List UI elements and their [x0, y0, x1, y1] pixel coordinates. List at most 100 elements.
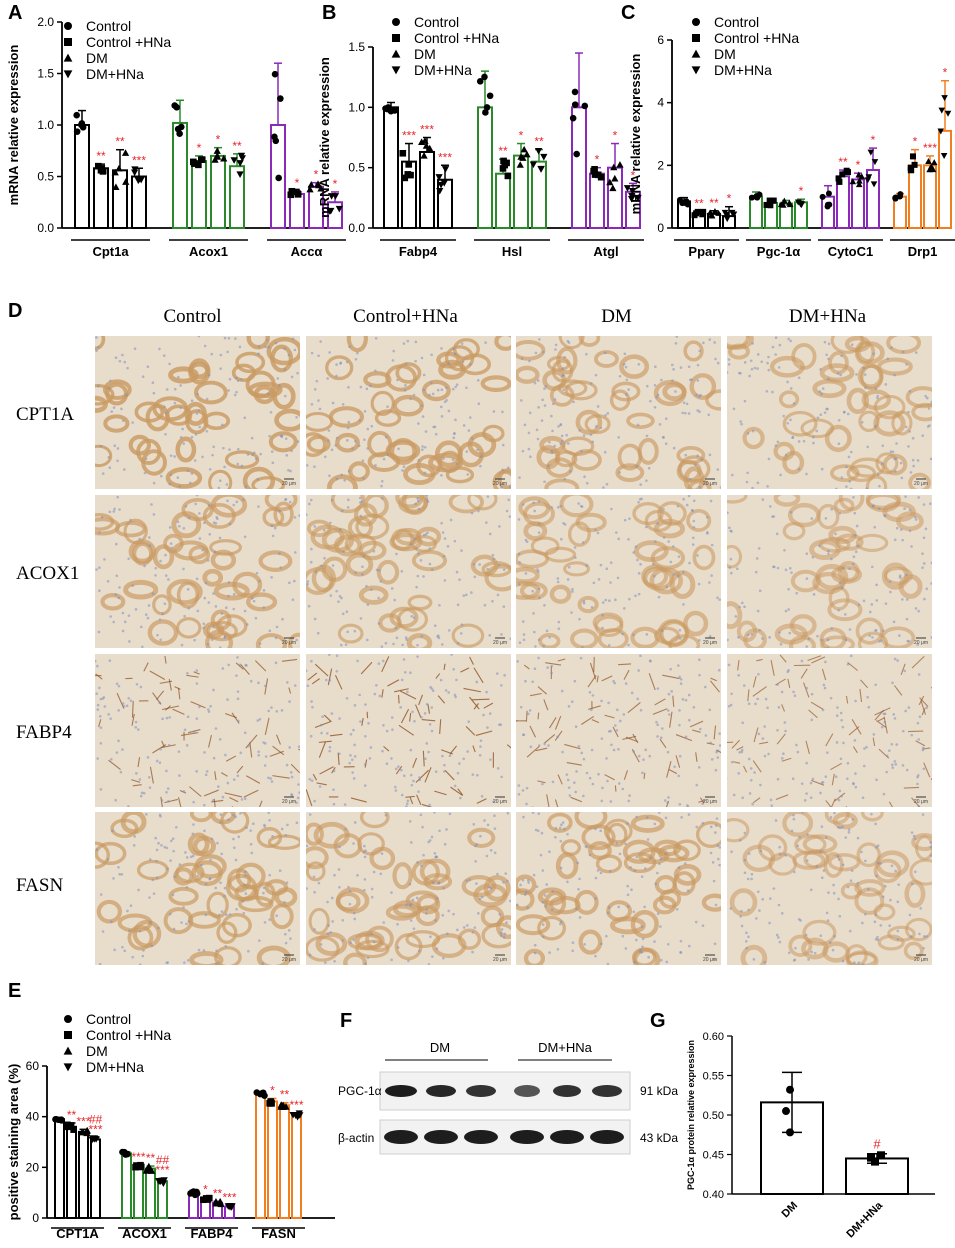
nucleus	[857, 961, 861, 964]
nucleus	[852, 495, 855, 499]
tubule	[96, 899, 123, 924]
nucleus	[929, 845, 932, 849]
nucleus	[895, 526, 899, 530]
nucleus	[608, 599, 611, 603]
tubule	[584, 414, 611, 435]
nucleus	[718, 846, 721, 849]
nucleus	[442, 457, 445, 460]
stain-strand	[269, 750, 284, 757]
nucleus	[659, 958, 663, 962]
nucleus	[270, 576, 273, 579]
tubule	[549, 584, 572, 604]
nucleus	[518, 476, 521, 479]
nucleus	[824, 517, 828, 520]
tubule	[213, 581, 250, 601]
nucleus	[893, 760, 897, 763]
nucleus	[95, 848, 99, 851]
stain-strand	[800, 668, 808, 679]
nucleus	[203, 344, 207, 348]
nucleus	[594, 373, 598, 377]
nucleus	[881, 444, 885, 448]
nucleus	[380, 479, 384, 483]
nucleus	[99, 788, 103, 791]
stain-strand	[131, 700, 134, 718]
nucleus	[169, 912, 172, 916]
nucleus	[228, 522, 232, 526]
nucleus	[246, 453, 250, 456]
nucleus	[203, 829, 206, 833]
nucleus	[454, 385, 458, 389]
nucleus	[249, 829, 252, 832]
nucleus	[789, 418, 792, 422]
nucleus	[525, 540, 529, 544]
nucleus	[554, 348, 557, 351]
nucleus	[714, 768, 718, 772]
nucleus	[452, 347, 455, 351]
stain-strand	[311, 678, 320, 685]
tubule	[516, 581, 541, 600]
nucleus	[351, 447, 354, 450]
nucleus	[436, 388, 440, 392]
significance-mark: ***	[923, 141, 937, 155]
nucleus	[892, 620, 896, 624]
nucleus	[710, 574, 713, 577]
nucleus	[502, 936, 506, 939]
nucleus	[403, 389, 407, 392]
nucleus	[649, 659, 652, 663]
nucleus	[421, 415, 425, 418]
nucleus	[202, 626, 205, 630]
nucleus	[322, 529, 326, 532]
nucleus	[776, 777, 780, 781]
gene-label: Accα	[291, 244, 323, 259]
stain-strand	[472, 745, 476, 753]
significance-mark: #	[873, 1137, 881, 1152]
nucleus	[717, 668, 721, 672]
nucleus	[288, 500, 292, 504]
bar	[908, 164, 922, 229]
nucleus	[561, 750, 564, 754]
nucleus	[446, 932, 449, 936]
nucleus	[924, 527, 928, 531]
nucleus	[877, 507, 881, 510]
nucleus	[627, 538, 630, 541]
nucleus	[204, 581, 208, 585]
nucleus	[402, 774, 406, 778]
data-point	[909, 153, 916, 160]
nucleus	[308, 777, 312, 781]
nucleus	[796, 844, 799, 848]
bar	[267, 1100, 278, 1220]
nucleus	[635, 464, 639, 468]
nucleus	[718, 598, 721, 601]
nucleus	[626, 905, 630, 909]
nucleus	[671, 379, 674, 382]
nucleus	[640, 497, 643, 501]
nucleus	[561, 821, 565, 824]
data-point	[122, 178, 130, 185]
nucleus	[797, 918, 801, 921]
nucleus	[795, 591, 799, 595]
tubule	[492, 469, 511, 489]
nucleus	[910, 545, 913, 548]
nucleus	[876, 938, 880, 942]
nucleus	[187, 920, 191, 923]
nucleus	[498, 723, 501, 726]
stain-strand	[554, 715, 562, 730]
data-point	[770, 197, 777, 204]
nucleus	[99, 741, 103, 745]
nucleus	[910, 882, 914, 886]
nucleus	[797, 467, 801, 471]
tubule	[657, 501, 687, 526]
nucleus	[340, 473, 344, 477]
nucleus	[135, 682, 139, 686]
stain-strand	[506, 744, 511, 749]
nucleus	[702, 341, 705, 345]
nucleus	[916, 782, 919, 786]
tubule	[556, 346, 578, 375]
nucleus	[537, 531, 541, 534]
data-point	[767, 202, 774, 209]
nucleus	[338, 528, 342, 531]
y-tick-label: 1.0	[37, 118, 54, 132]
nucleus	[708, 708, 712, 712]
significance-mark: *	[203, 1183, 208, 1197]
nucleus	[577, 887, 580, 891]
